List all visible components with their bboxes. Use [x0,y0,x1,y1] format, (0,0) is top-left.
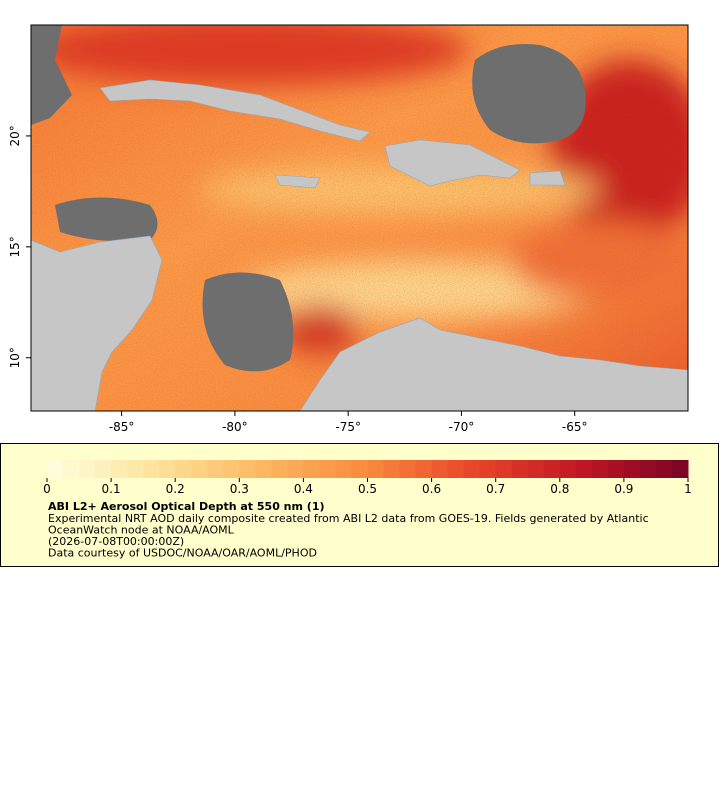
colorbar-swatch [255,460,272,478]
colorbar-swatch [223,460,240,478]
colorbar-swatch [591,460,609,478]
colorbar-swatch [159,460,176,478]
colorbar-swatch [559,460,577,478]
colorbar-tick-label: 0.9 [614,482,633,496]
colorbar-swatch [319,460,336,478]
colorbar-swatch [271,460,288,478]
colorbar-swatch [447,460,465,478]
y-tick-label: 10° [8,347,22,368]
no-data [31,25,586,372]
colorbar-swatch [239,460,256,478]
colorbar-tick-label: 0.5 [358,482,377,496]
colorbar-swatch [351,460,368,478]
colorbar-swatch [479,460,497,478]
colorbar-swatch [79,460,96,478]
y-tick-label: 15° [8,236,22,257]
colorbar-swatch [463,460,481,478]
colorbar-swatch [335,460,352,478]
land [31,79,688,411]
x-tick-label: -75° [335,420,361,434]
colorbar-swatch [191,460,208,478]
colorbar-swatch [607,460,625,478]
x-tick-label: -85° [109,420,135,434]
map [31,25,688,411]
description-line: Experimental NRT AOD daily composite cre… [48,512,649,525]
description-line: (2026-07-08T00:00:00Z) [48,535,184,548]
colorbar-tick-label: 0.2 [166,482,185,496]
colorbar-swatch [95,460,112,478]
colorbar-swatch [175,460,192,478]
description: Experimental NRT AOD daily composite cre… [48,512,649,560]
y-tick-label: 20° [8,125,22,146]
colorbar-swatch [527,460,545,478]
colorbar-swatch [383,460,401,478]
colorbar-swatch [511,460,529,478]
colorbar-swatch [495,460,513,478]
colorbar-swatch [287,460,304,478]
colorbar-swatch [671,460,689,478]
colorbar-tick-label: 0.3 [230,482,249,496]
colorbar-tick-label: 0 [43,482,51,496]
colorbar-swatch [543,460,561,478]
colorbar-swatch [47,460,64,478]
colorbar-swatch [367,460,385,478]
colorbar-swatch [63,460,80,478]
colorbar-swatch [127,460,144,478]
x-tick-label: -80° [222,420,248,434]
colorbar-swatch [431,460,449,478]
map-frame [30,24,689,412]
colorbar-tick-label: 0.6 [422,482,441,496]
colorbar-tick-label: 0.8 [550,482,569,496]
axes: -85° -80° -75° -70° -65° 10° 15° 20° [8,125,588,434]
colorbar-swatch [303,460,320,478]
colorbar-swatch [639,460,657,478]
colorbar: 0 0.1 0.2 0.3 0.4 0.5 0.6 0.7 0.8 0.9 1 [43,460,692,496]
colorbar-swatch [143,460,160,478]
colorbar-swatch [207,460,224,478]
colorbar-swatch [623,460,641,478]
description-line: Data courtesy of USDOC/NOAA/OAR/AOML/PHO… [48,547,317,560]
colorbar-tick-label: 1 [684,482,692,496]
colorbar-swatch [415,460,433,478]
colorbar-tick-label: 0.1 [102,482,121,496]
colorbar-swatch [575,460,593,478]
legend-title: ABI L2+ Aerosol Optical Depth at 550 nm … [48,500,325,513]
description-line: OceanWatch node at NOAA/AOML [48,524,235,537]
colorbar-tick-label: 0.4 [294,482,313,496]
colorbar-swatch [111,460,128,478]
colorbar-swatch [655,460,673,478]
colorbar-tick-label: 0.7 [486,482,505,496]
x-tick-label: -70° [449,420,475,434]
colorbar-swatch [399,460,417,478]
x-tick-label: -65° [562,420,588,434]
